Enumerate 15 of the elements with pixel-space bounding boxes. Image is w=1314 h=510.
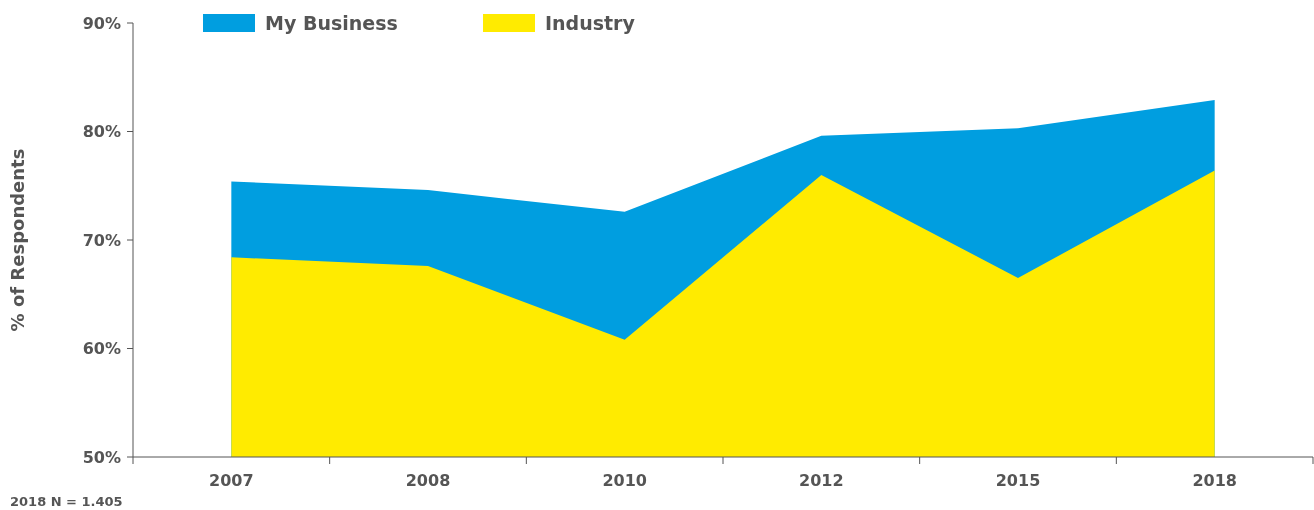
- legend-label: Industry: [545, 11, 636, 34]
- x-tick-label: 2010: [602, 471, 647, 490]
- x-tick-label: 2012: [799, 471, 844, 490]
- x-tick-label: 2015: [995, 471, 1041, 490]
- y-tick-label: 70%: [82, 230, 121, 250]
- text: 2018 N = 1.405: [10, 494, 123, 509]
- x-tick-label: 2007: [209, 471, 254, 490]
- y-tick-label: 80%: [82, 122, 121, 142]
- y-tick-label: 60%: [82, 339, 121, 359]
- y-tick-label: 50%: [82, 447, 121, 467]
- x-tick-label: 2008: [405, 471, 451, 490]
- x-tick-label: 2018: [1192, 471, 1237, 490]
- legend-label: My Business: [265, 11, 398, 34]
- y-axis-title: % of Respondents: [7, 148, 28, 332]
- y-tick-label: 90%: [82, 13, 121, 33]
